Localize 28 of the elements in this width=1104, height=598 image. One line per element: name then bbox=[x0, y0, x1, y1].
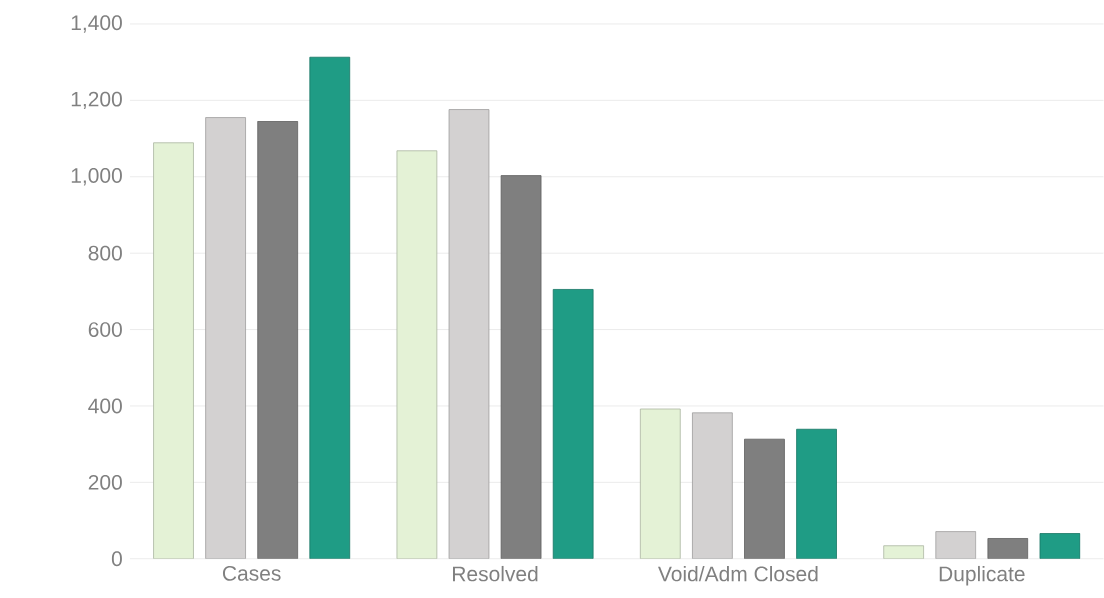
bar bbox=[448, 109, 490, 559]
x-tick-label: Duplicate bbox=[939, 566, 1025, 586]
bar bbox=[552, 289, 594, 559]
y-tick-label: 200 bbox=[88, 475, 122, 490]
bar bbox=[935, 531, 977, 559]
y-tick-label: 1,000 bbox=[71, 168, 122, 186]
bar bbox=[639, 408, 681, 559]
x-tick-label: Cases bbox=[222, 566, 281, 581]
bar bbox=[205, 117, 246, 559]
bar bbox=[1039, 533, 1081, 559]
bar bbox=[692, 412, 733, 559]
y-tick-label: 400 bbox=[88, 398, 122, 414]
bar bbox=[153, 142, 194, 559]
y-tick-label: 600 bbox=[88, 322, 122, 338]
y-tick-label: 0 bbox=[111, 551, 122, 567]
bar bbox=[796, 428, 837, 559]
bar bbox=[883, 545, 925, 559]
bar bbox=[396, 150, 438, 559]
bar bbox=[744, 438, 785, 559]
y-tick-label: 800 bbox=[88, 245, 122, 261]
x-tick-label: Void/Adm Closed bbox=[658, 566, 818, 582]
bar bbox=[987, 538, 1029, 559]
bar bbox=[500, 175, 542, 559]
y-tick-label: 1,400 bbox=[71, 15, 122, 33]
y-tick-label: 1,200 bbox=[71, 91, 122, 110]
bar bbox=[309, 56, 351, 559]
x-tick-label: Resolved bbox=[453, 566, 538, 582]
bar bbox=[257, 121, 299, 559]
